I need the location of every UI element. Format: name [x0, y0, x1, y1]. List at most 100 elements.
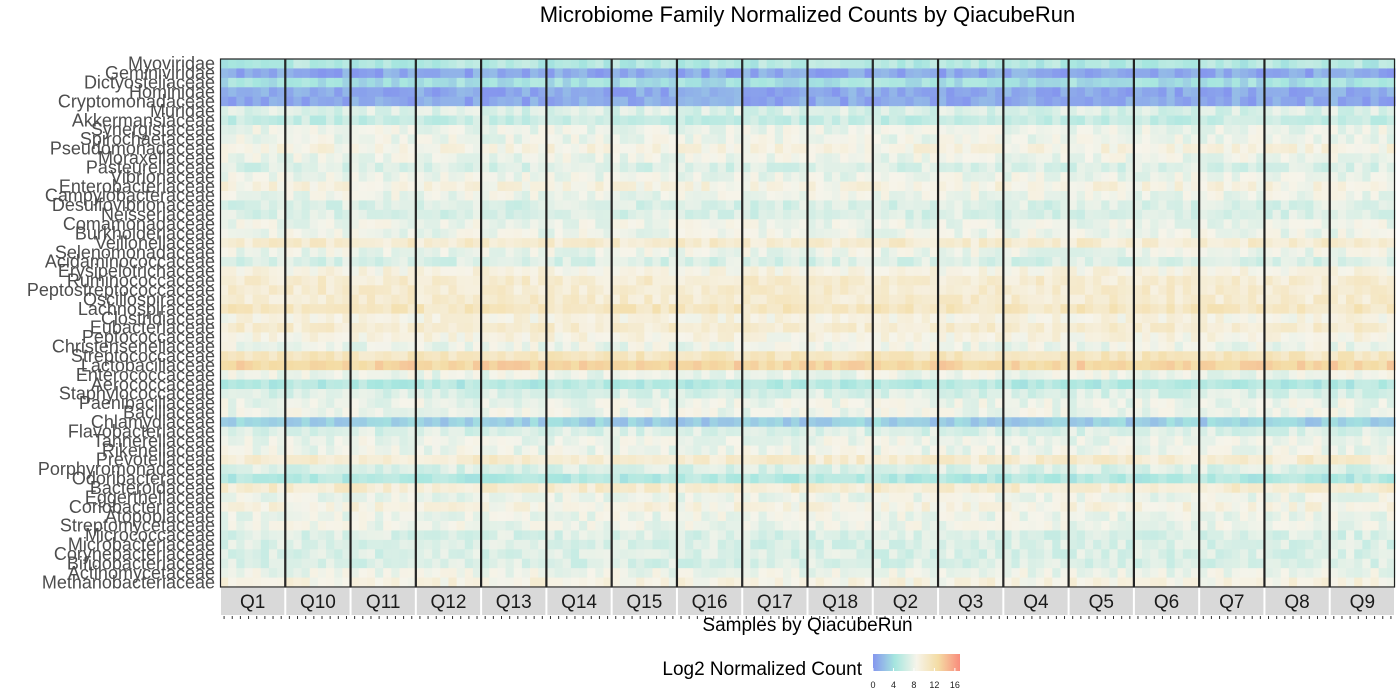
heatmap-cell	[905, 115, 915, 126]
heatmap-cell	[326, 351, 335, 362]
heatmap-cell	[823, 304, 833, 315]
heatmap-cell	[717, 417, 727, 428]
heatmap-cell	[334, 436, 343, 447]
heatmap-cell	[334, 511, 343, 522]
heatmap-cell	[350, 172, 360, 183]
heatmap-cell	[277, 577, 286, 588]
heatmap-cell	[897, 209, 907, 220]
heatmap-cell	[889, 257, 898, 268]
heatmap-cell	[399, 143, 409, 154]
heatmap-cell	[799, 209, 809, 220]
heatmap-cell	[872, 162, 882, 173]
heatmap-cell	[366, 238, 376, 249]
heatmap-cell	[579, 68, 588, 79]
heatmap-cell	[725, 464, 735, 475]
heatmap-cell	[375, 577, 384, 588]
heatmap-cell	[472, 351, 482, 362]
heatmap-cell	[554, 407, 564, 418]
heatmap-cell	[285, 238, 295, 249]
heatmap-cell	[579, 238, 588, 249]
heatmap-cell	[872, 417, 882, 428]
heatmap-cell	[668, 266, 678, 277]
heatmap-cell	[831, 398, 841, 409]
heatmap-cell	[627, 502, 637, 513]
heatmap-cell	[889, 115, 898, 126]
heatmap-cell	[317, 209, 327, 220]
heatmap-cell	[521, 417, 531, 428]
heatmap-cell	[913, 530, 923, 541]
heatmap-cell	[644, 257, 654, 268]
heatmap-cell	[750, 389, 760, 400]
heatmap-cell	[285, 266, 295, 277]
heatmap-cell	[513, 568, 523, 579]
heatmap-cell	[391, 200, 401, 211]
heatmap-cell	[521, 530, 531, 541]
heatmap-cell	[423, 539, 433, 550]
heatmap-cell	[627, 87, 637, 98]
heatmap-cell	[244, 417, 254, 428]
heatmap-cell	[864, 275, 874, 286]
heatmap-cell	[301, 68, 311, 79]
heatmap-cell	[823, 134, 833, 145]
heatmap-cell	[603, 219, 613, 230]
heatmap-cell	[562, 115, 572, 126]
heatmap-cell	[701, 304, 711, 315]
heatmap-cell	[717, 549, 727, 560]
heatmap-cell	[938, 568, 947, 579]
heatmap-cell	[489, 228, 499, 239]
heatmap-cell	[807, 530, 817, 541]
heatmap-cell	[521, 473, 531, 484]
heatmap-cell	[929, 332, 939, 343]
heatmap-cell	[603, 379, 613, 390]
heatmap-cell	[366, 181, 376, 192]
heatmap-cell	[309, 370, 319, 381]
heatmap-cell	[513, 511, 523, 522]
heatmap-cell	[546, 398, 556, 409]
heatmap-cell	[497, 134, 507, 145]
heatmap-cell	[423, 304, 433, 315]
heatmap-cell	[358, 125, 368, 136]
heatmap-cell	[823, 106, 833, 117]
heatmap-cell	[783, 464, 792, 475]
heatmap-cell	[456, 332, 466, 343]
heatmap-cell	[358, 247, 368, 258]
heatmap-cell	[309, 398, 319, 409]
heatmap-cell	[399, 219, 409, 230]
heatmap-cell	[440, 577, 450, 588]
heatmap-cell	[252, 181, 262, 192]
heatmap-cell	[636, 445, 645, 456]
heatmap-cell	[309, 341, 319, 352]
heatmap-cell	[685, 492, 694, 503]
heatmap-cell	[750, 275, 760, 286]
heatmap-cell	[815, 106, 825, 117]
heatmap-cell	[391, 77, 401, 88]
heatmap-cell	[848, 436, 858, 447]
heatmap-cell	[799, 153, 809, 164]
heatmap-cell	[489, 125, 499, 136]
heatmap-cell	[619, 332, 629, 343]
heatmap-cell	[766, 464, 776, 475]
heatmap-cell	[636, 228, 645, 239]
heatmap-cell	[366, 379, 376, 390]
heatmap-cell	[423, 313, 433, 324]
heatmap-cell	[570, 511, 580, 522]
heatmap-cell	[938, 115, 947, 126]
heatmap-cell	[513, 313, 523, 324]
heatmap-cell	[244, 257, 254, 268]
heatmap-cell	[220, 370, 229, 381]
heatmap-cell	[546, 502, 556, 513]
heatmap-cell	[546, 464, 556, 475]
heatmap-cell	[717, 426, 727, 437]
heatmap-cell	[595, 323, 605, 334]
heatmap-cell	[375, 106, 384, 117]
heatmap-cell	[489, 455, 499, 466]
heatmap-cell	[701, 181, 711, 192]
heatmap-cell	[815, 87, 825, 98]
heatmap-cell	[758, 275, 768, 286]
heatmap-cell	[554, 389, 564, 400]
heatmap-cell	[774, 209, 784, 220]
heatmap-cell	[326, 332, 335, 343]
heatmap-cell	[693, 125, 703, 136]
heatmap-cell	[268, 323, 278, 334]
heatmap-cell	[921, 511, 931, 522]
